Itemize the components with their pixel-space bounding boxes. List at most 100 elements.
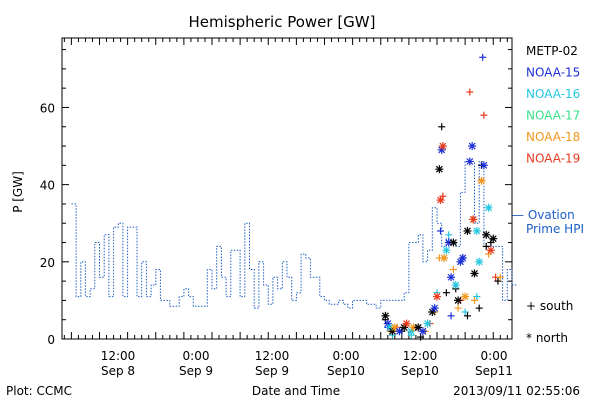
north-marker-d2 [452,281,460,289]
north-marker-d2 [419,327,427,335]
north-marker [482,230,491,239]
satellite-markers [381,53,504,341]
south-marker [494,277,502,285]
x-tick-label-time: 12:00 [403,349,438,363]
north-marker [451,280,460,289]
north-marker [489,234,498,243]
south-marker [445,231,453,239]
legend: METP-02 NOAA-15 NOAA-16 NOAA-17 NOAA-18 NOAA-… [512,44,584,345]
north-marker [472,226,481,235]
north-marker-d2 [391,323,399,331]
north-marker [477,176,486,185]
north-marker-d2 [384,320,392,327]
legend-item-noaa-17: NOAA-17 [526,109,580,123]
x-tick-label-date: Sep 9 [179,364,213,378]
ovation-prime-line [71,161,517,309]
legend-item-noaa-19: NOAA-19 [526,152,580,166]
south-marker [480,111,488,119]
south-marker [454,304,462,312]
north-marker-d2 [440,254,448,262]
y-tick-label: 60 [40,101,55,115]
legend-marker-north: * north [526,331,568,345]
north-marker-d2 [382,312,389,320]
south-marker [479,53,487,61]
north-marker-d2 [435,165,443,173]
x-tick-label-date: Sep11 [475,364,513,378]
north-marker-d2 [475,258,483,266]
north-marker [402,319,411,328]
south-marker [449,266,457,274]
ovation-prime-step-path [71,161,517,309]
y-tick-label: 0 [47,333,55,347]
south-marker [437,227,445,235]
x-axis-label: Date and Time [252,384,340,398]
north-marker-d2 [478,177,485,185]
north-marker-d2 [480,161,488,169]
south-marker [471,296,478,304]
x-tick-label-time: 12:00 [255,349,290,363]
y-tick-label: 20 [40,256,55,270]
chart-title: Hemispheric Power [GW] [189,13,376,31]
south-marker [442,289,450,297]
north-marker-d2 [473,227,481,235]
legend-item-metp-02: METP-02 [526,44,578,58]
north-marker-d2 [471,269,478,277]
north-marker-d2 [487,246,495,254]
south-marker [466,88,474,96]
legend-marker-south: + south [526,299,573,313]
north-marker [440,253,449,262]
north-marker [436,196,445,205]
north-marker-d2 [439,142,447,150]
y-tick-labels: 0 20 40 60 [40,101,55,347]
north-marker [458,253,467,262]
south-marker [461,308,469,316]
north-marker-d2 [449,239,457,246]
legend-item-noaa-15: NOAA-15 [526,66,580,80]
north-marker-d2 [437,196,444,204]
north-marker [381,311,390,320]
north-marker-d2 [469,215,477,223]
north-marker-d2 [459,254,467,262]
north-marker [433,292,441,301]
north-marker-d2 [468,142,476,150]
north-marker-d2 [447,273,455,281]
y-axis-label: P [GW] [11,171,25,213]
north-marker [447,273,456,282]
north-marker-d2 [485,204,492,212]
legend-item-noaa-16: NOAA-16 [526,87,580,101]
x-tick-label-date: Sep 9 [255,364,289,378]
north-marker [430,304,439,313]
north-marker [461,292,470,301]
south-marker [463,312,471,320]
north-marker [468,142,477,151]
north-marker [463,226,472,235]
x-tick-label-date: Sep 8 [101,364,135,378]
legend-item-noaa-18: NOAA-18 [526,130,580,144]
south-marker [482,242,490,250]
north-marker-d2 [461,293,469,300]
y-tick-label: 40 [40,179,55,193]
north-marker-d2 [424,320,432,327]
north-marker [479,161,488,170]
north-marker-d2 [431,304,439,312]
plot-timestamp: 2013/09/11 02:55:06 [453,384,580,398]
north-marker [454,296,463,305]
legend-model-line2: Prime HPI [526,222,584,236]
south-marker [447,312,455,320]
north-marker [470,269,479,278]
north-marker-d2 [442,246,450,254]
north-marker-d2 [414,323,422,331]
north-marker [465,157,474,166]
north-marker-d2 [433,293,441,300]
plot-credit: Plot: CCMC [6,384,72,398]
north-marker-d2 [482,231,490,239]
north-marker [449,238,458,247]
x-tick-label-time: 0:00 [183,349,210,363]
north-marker [435,165,444,174]
x-tick-label-date: Sep10 [327,364,365,378]
north-marker [442,246,451,255]
north-marker [423,319,432,328]
north-marker-d2 [466,158,474,165]
